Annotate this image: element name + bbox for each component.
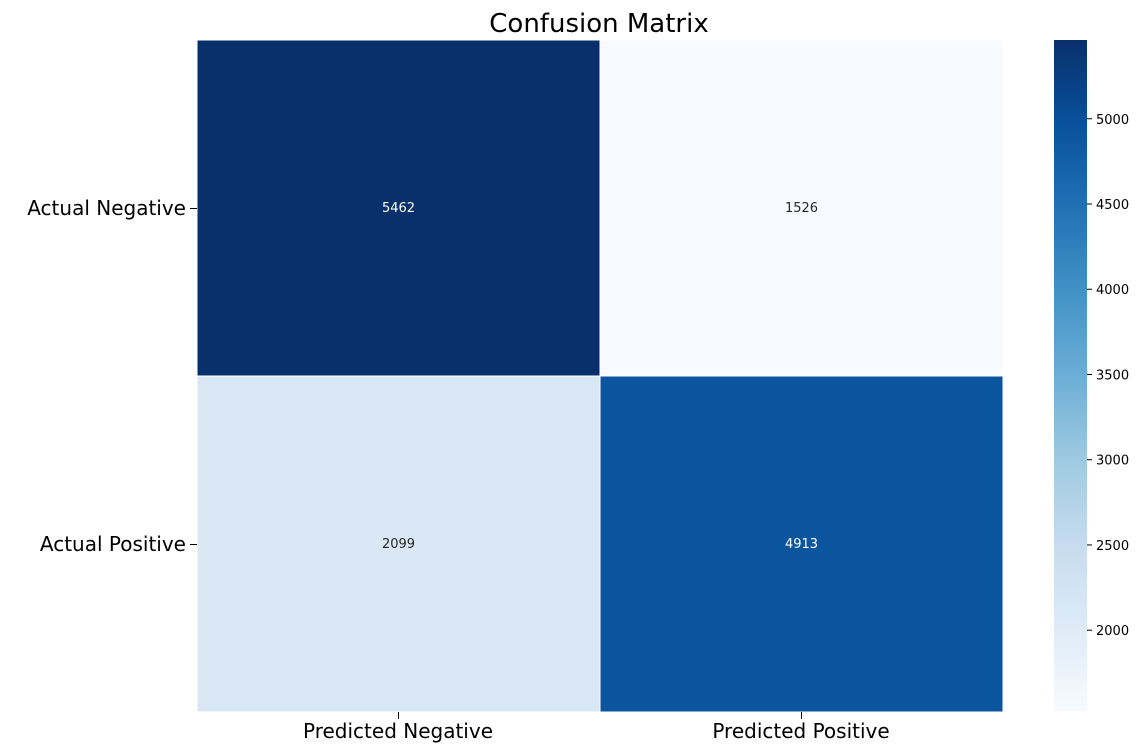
cell-values: 5462 1526 2099 4913 [382,201,818,552]
colorbar-tick-label: 3000 [1096,454,1129,469]
heatmap-cell [196,375,601,713]
heatmap-cell [196,39,601,377]
colorbar-tick-label: 4000 [1096,283,1129,298]
heatmap-grid [196,39,1004,713]
y-tick-label: Actual Negative [27,196,186,220]
chart-title: Confusion Matrix [489,9,708,39]
colorbar-ticks: 2000 2500 3000 3500 4000 4500 5000 [1087,113,1129,639]
cell-value-label: 5462 [382,201,415,216]
y-tick-label: Actual Positive [40,532,186,556]
colorbar-tick-label: 3500 [1096,368,1129,383]
colorbar-tick-label: 5000 [1096,113,1129,128]
cell-value-label: 1526 [785,201,818,216]
colorbar-tick-label: 4500 [1096,198,1129,213]
colorbar: 2000 2500 3000 3500 4000 4500 5000 [1054,40,1129,711]
heatmap-cell [599,39,1004,377]
cell-value-label: 4913 [785,537,818,552]
heatmap-cell [599,375,1004,713]
colorbar-tick-label: 2000 [1096,624,1129,639]
x-tick-label: Predicted Negative [303,719,493,743]
y-axis: Actual Negative Actual Positive [27,196,197,556]
colorbar-gradient [1054,40,1087,711]
x-axis: Predicted Negative Predicted Positive [303,712,890,743]
cell-value-label: 2099 [382,537,415,552]
colorbar-tick-label: 2500 [1096,539,1129,554]
x-tick-label: Predicted Positive [712,719,889,743]
